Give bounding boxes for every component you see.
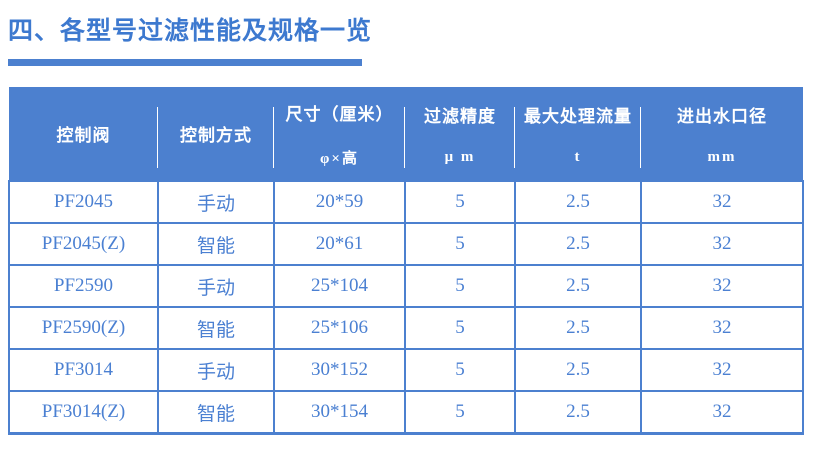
column-unit: φ×高	[320, 150, 359, 167]
cell-flow: 2.5	[514, 264, 642, 308]
column-label: 进出水口径	[677, 106, 767, 126]
column-unit: t	[574, 148, 582, 165]
column-label: 尺寸（厘米）	[285, 104, 394, 124]
cell-diameter: 32	[640, 222, 804, 266]
table-row: PF2590 手动 25*104 5 2.5 32	[8, 264, 804, 308]
cell-diameter: 32	[640, 348, 804, 392]
table-row: PF2045 手动 20*59 5 2.5 32	[8, 180, 804, 224]
cell-diameter: 32	[640, 390, 804, 435]
cell-control-mode: 手动	[157, 264, 275, 308]
spec-table: 控制阀 控制方式 尺寸（厘米） φ×高 过滤精度 μ m	[8, 87, 804, 435]
column-header-port-diameter: 进出水口径 mm	[641, 87, 803, 181]
header-row: 控制阀 控制方式 尺寸（厘米） φ×高 过滤精度 μ m	[9, 87, 803, 181]
column-header-max-flow: 最大处理流量 t	[515, 87, 642, 181]
cell-precision: 5	[404, 390, 516, 435]
cell-model: PF2045	[8, 180, 159, 224]
cell-flow: 2.5	[514, 306, 642, 350]
column-header-filter-precision: 过滤精度 μ m	[405, 87, 516, 181]
column-header-control-mode: 控制方式	[158, 87, 275, 181]
cell-model: PF3014	[8, 348, 159, 392]
table-row: PF3014 手动 30*152 5 2.5 32	[8, 348, 804, 392]
cell-size: 20*59	[273, 180, 406, 224]
cell-size: 30*154	[273, 390, 406, 435]
column-header-size: 尺寸（厘米） φ×高	[274, 87, 406, 181]
cell-precision: 5	[404, 348, 516, 392]
cell-flow: 2.5	[514, 222, 642, 266]
table-header: 控制阀 控制方式 尺寸（厘米） φ×高 过滤精度 μ m	[9, 87, 803, 181]
cell-control-mode: 智能	[157, 390, 275, 435]
column-unit: mm	[707, 148, 737, 165]
cell-flow: 2.5	[514, 390, 642, 435]
cell-size: 30*152	[273, 348, 406, 392]
column-label: 控制方式	[180, 126, 252, 145]
cell-precision: 5	[404, 180, 516, 224]
cell-size: 25*106	[273, 306, 406, 350]
cell-control-mode: 手动	[157, 180, 275, 224]
column-unit: μ m	[444, 148, 476, 165]
section-title: 四、各型号过滤性能及规格一览	[8, 17, 373, 45]
column-label: 最大处理流量	[524, 106, 632, 126]
title-underline	[8, 59, 362, 66]
cell-diameter: 32	[640, 264, 804, 308]
cell-diameter: 32	[640, 306, 804, 350]
cell-control-mode: 智能	[157, 222, 275, 266]
cell-size: 25*104	[273, 264, 406, 308]
cell-precision: 5	[404, 222, 516, 266]
column-header-control-valve: 控制阀	[9, 87, 159, 181]
cell-precision: 5	[404, 306, 516, 350]
cell-flow: 2.5	[514, 348, 642, 392]
column-label: 过滤精度	[424, 106, 496, 126]
table-row: PF3014(Z) 智能 30*154 5 2.5 32	[8, 390, 804, 435]
cell-precision: 5	[404, 264, 516, 308]
table-body: PF2045 手动 20*59 5 2.5 32 PF2045(Z) 智能 20…	[8, 180, 804, 435]
cell-model: PF2045(Z)	[8, 222, 159, 266]
cell-flow: 2.5	[514, 180, 642, 224]
cell-control-mode: 智能	[157, 306, 275, 350]
column-label: 控制阀	[56, 126, 111, 145]
cell-diameter: 32	[640, 180, 804, 224]
table-row: PF2590(Z) 智能 25*106 5 2.5 32	[8, 306, 804, 350]
cell-model: PF3014(Z)	[8, 390, 159, 435]
cell-model: PF2590	[8, 264, 159, 308]
cell-model: PF2590(Z)	[8, 306, 159, 350]
cell-size: 20*61	[273, 222, 406, 266]
table-row: PF2045(Z) 智能 20*61 5 2.5 32	[8, 222, 804, 266]
cell-control-mode: 手动	[157, 348, 275, 392]
